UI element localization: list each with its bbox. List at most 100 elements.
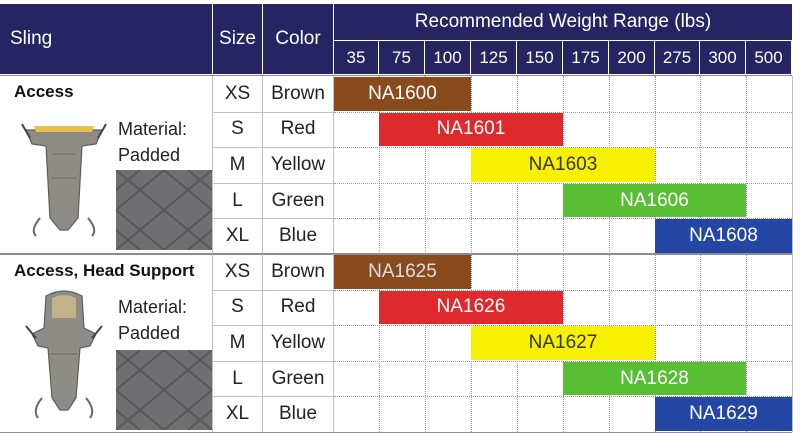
grid-dotted-vertical	[700, 76, 701, 254]
grid-dotted-horizontal	[334, 218, 792, 220]
column-separator	[262, 254, 263, 432]
grid-dotted-horizontal	[334, 147, 792, 149]
size-cell: S	[231, 118, 244, 140]
size-cell: XL	[225, 225, 250, 247]
header-color: Color	[263, 4, 333, 74]
range-bar: NA1608	[655, 219, 792, 253]
row-separator	[212, 147, 333, 149]
grid-dotted-horizontal	[334, 325, 792, 327]
size-cell: M	[229, 331, 246, 353]
weight-header-label: 275	[662, 47, 692, 67]
material-value: Padded	[118, 145, 181, 165]
grid-dotted-vertical	[379, 76, 380, 254]
material-label: Material:	[118, 297, 188, 317]
range-bar: NA1625	[334, 255, 471, 289]
header-size-label: Size	[219, 28, 256, 49]
column-separator	[333, 254, 334, 432]
grid-dotted-vertical	[746, 76, 747, 254]
header-sling: Sling	[0, 4, 212, 74]
color-cell: Yellow	[270, 331, 326, 353]
row-separator	[212, 182, 333, 184]
range-bar: NA1606	[563, 183, 746, 218]
material-label: Material:	[118, 119, 188, 139]
grid-dotted-horizontal	[334, 182, 792, 184]
sling-access-image	[21, 123, 107, 237]
weight-header-cell: 75	[379, 41, 424, 74]
group-name-access: Access	[14, 82, 74, 101]
weight-header-cell: 200	[609, 41, 654, 74]
grid-dotted-horizontal	[334, 360, 792, 362]
color-cell: Blue	[278, 225, 318, 247]
size-cell: L	[232, 189, 243, 211]
header-range-title: Recommended Weight Range (lbs)	[334, 4, 792, 40]
column-separator	[333, 76, 334, 254]
weight-header-label: 300	[708, 47, 737, 67]
grid-dotted-vertical	[655, 76, 656, 254]
color-cell: Yellow	[270, 153, 326, 175]
column-separator	[212, 76, 213, 254]
grid-dotted-horizontal	[334, 289, 792, 291]
grid-dotted-vertical	[746, 254, 747, 432]
weight-header-cell: 100	[425, 41, 470, 74]
weight-header-cell: 300	[700, 41, 745, 74]
weight-header-cell: 35	[334, 41, 378, 74]
weight-header-cell: 275	[655, 41, 699, 74]
weight-header-label: 125	[479, 47, 508, 67]
fabric-swatch-access	[116, 170, 212, 250]
weight-header-label: 35	[346, 47, 366, 67]
color-cell: Red	[280, 118, 316, 140]
grid-dotted-vertical	[379, 254, 380, 432]
row-separator	[212, 360, 333, 362]
size-cell: L	[232, 367, 243, 389]
group-separator	[0, 253, 792, 254]
color-cell: Blue	[278, 403, 318, 425]
grid-dotted-vertical	[425, 76, 426, 254]
column-separator	[792, 76, 793, 254]
color-cell: Brown	[271, 82, 325, 104]
weight-header-cell: 125	[471, 41, 516, 74]
column-separator	[792, 254, 793, 432]
header-color-label: Color	[275, 28, 321, 49]
weight-header-label: 75	[392, 47, 411, 67]
weight-header-label: 150	[525, 47, 554, 67]
grid-dotted-vertical	[700, 254, 701, 432]
grid-dotted-vertical	[655, 254, 656, 432]
material-value: Padded	[118, 323, 181, 343]
header-size: Size	[213, 4, 262, 74]
size-cell: S	[231, 296, 244, 318]
header-range-title-label: Recommended Weight Range (lbs)	[414, 11, 712, 32]
size-cell: M	[229, 153, 246, 175]
group-name-access-head-support: Access, Head Support	[14, 261, 195, 280]
range-bar: NA1600	[334, 77, 471, 111]
color-cell: Green	[271, 189, 325, 211]
range-bar: NA1603	[471, 148, 655, 182]
weight-header-cell: 500	[746, 41, 791, 74]
range-bar: NA1627	[471, 326, 655, 360]
size-cell: XS	[224, 260, 251, 282]
range-bar: NA1626	[379, 290, 563, 325]
sling-head-support-image	[25, 290, 103, 419]
weight-header-cell: 175	[563, 41, 608, 74]
weight-header-label: 100	[433, 47, 462, 67]
grid-dotted-horizontal	[334, 111, 792, 113]
group-bottom-line	[0, 254, 792, 255]
group-separator	[0, 75, 792, 76]
group-material-access-head-support: Material: Padded	[118, 294, 187, 346]
header-sling-label: Sling	[10, 28, 53, 49]
row-separator	[212, 325, 333, 327]
row-separator	[212, 289, 333, 291]
color-cell: Red	[280, 296, 316, 318]
row-separator	[212, 396, 333, 398]
weight-header-label: 500	[754, 47, 783, 67]
weight-header-label: 175	[571, 47, 600, 67]
fabric-swatch-head-support	[116, 350, 212, 430]
group-material-access: Material: Padded	[118, 116, 187, 168]
range-bar: NA1628	[563, 361, 746, 396]
row-separator	[212, 111, 333, 113]
range-bar: NA1601	[379, 112, 563, 147]
size-cell: XL	[225, 403, 250, 425]
color-cell: Green	[271, 367, 325, 389]
grid-dotted-vertical	[425, 254, 426, 432]
weight-header-cell: 150	[517, 41, 562, 74]
